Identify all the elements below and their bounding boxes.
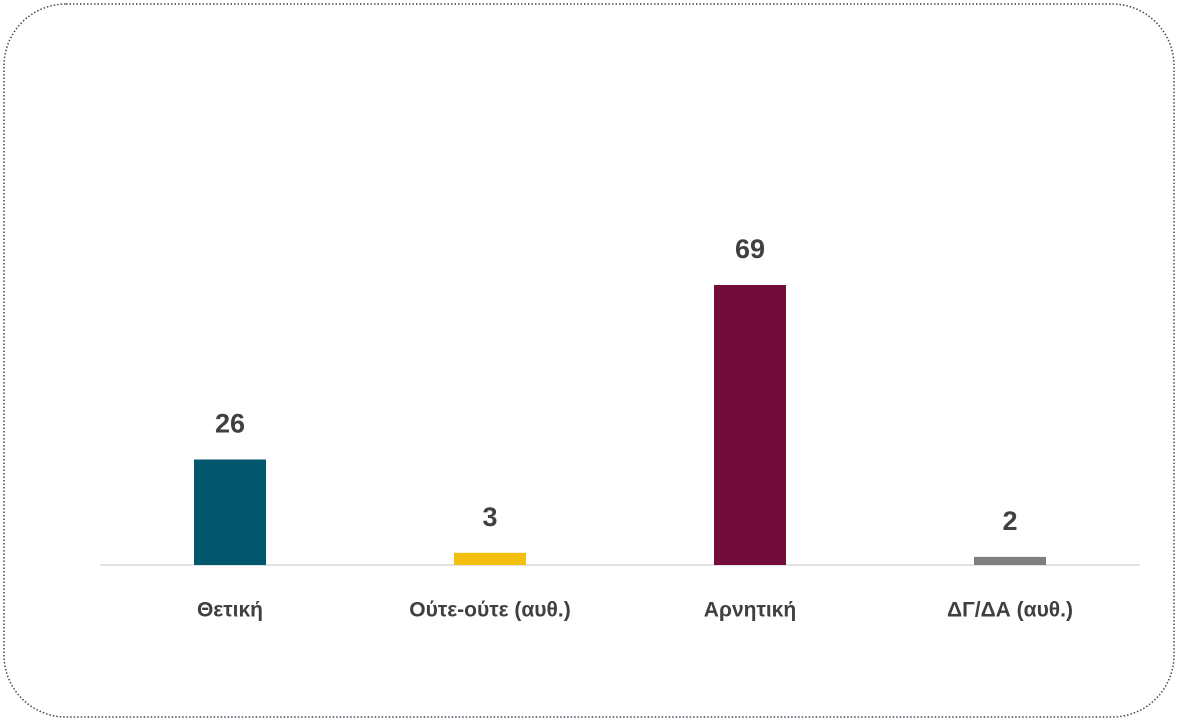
x-tick-label: Ούτε-ούτε (αυθ.) <box>409 599 570 622</box>
bar <box>714 285 786 565</box>
data-label: 69 <box>735 234 765 264</box>
bar <box>194 459 266 565</box>
x-tick-label: ΔΓ/ΔΑ (αυθ.) <box>947 599 1073 622</box>
bar <box>454 552 526 565</box>
data-label: 26 <box>215 409 245 439</box>
bar <box>974 556 1046 565</box>
x-tick-label: Αρνητική <box>704 599 796 622</box>
data-label: 3 <box>482 502 497 532</box>
frame <box>3 3 1175 718</box>
x-tick-label: Θετική <box>197 599 263 622</box>
data-label: 2 <box>1002 506 1017 536</box>
